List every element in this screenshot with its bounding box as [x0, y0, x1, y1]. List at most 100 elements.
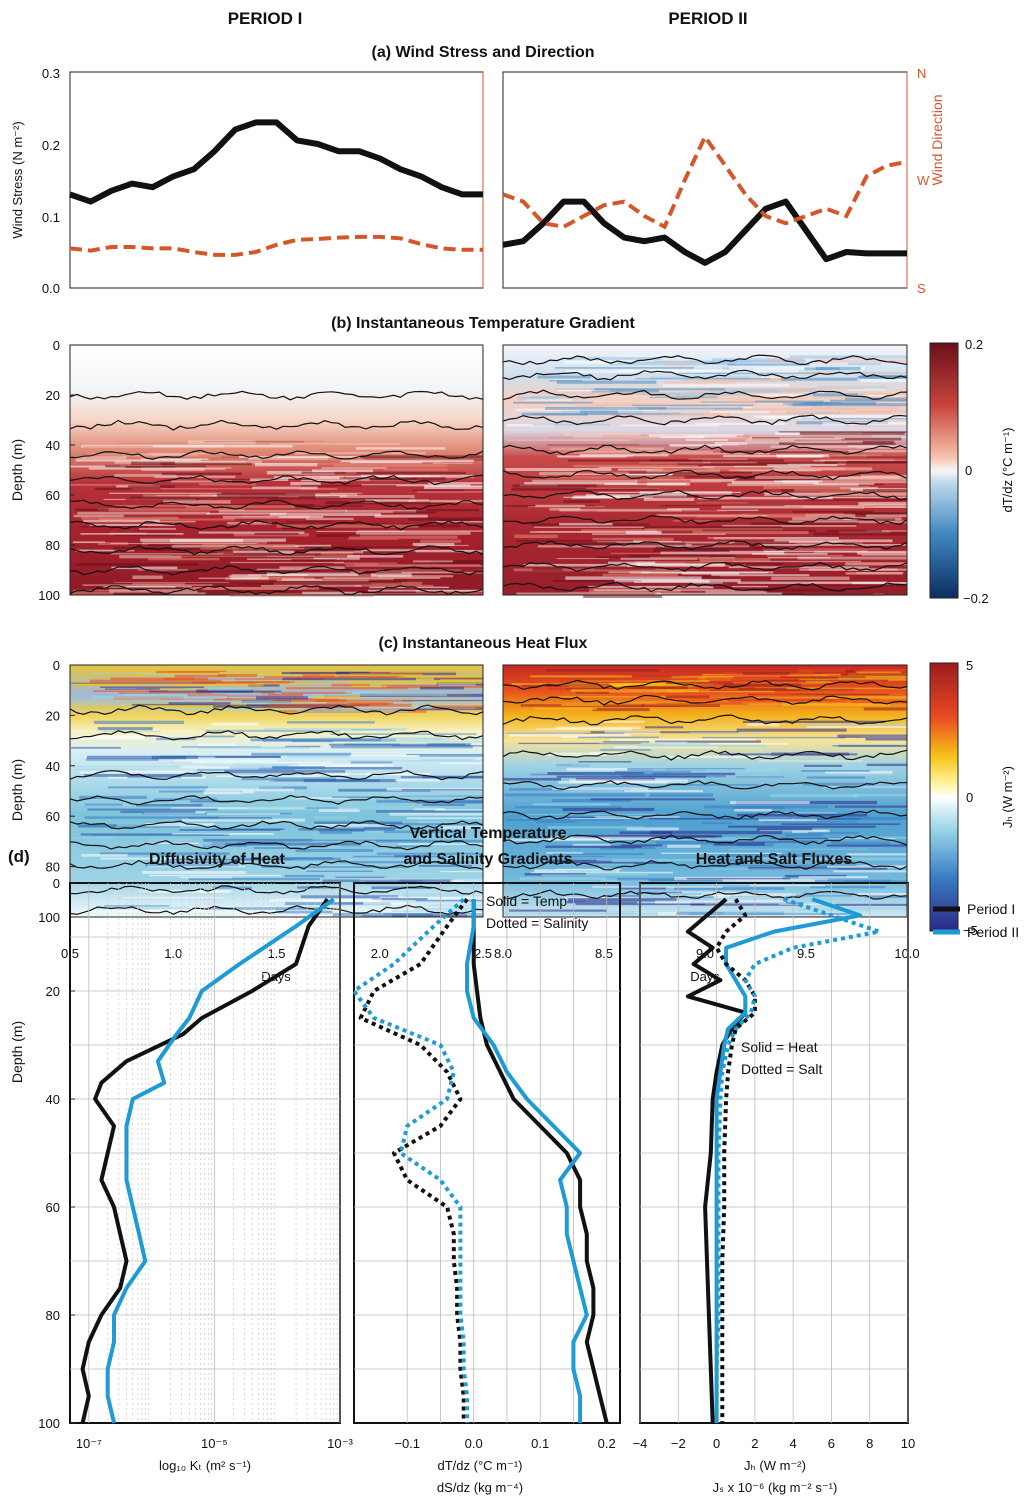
field-texture — [602, 573, 678, 577]
field-texture — [592, 537, 674, 541]
field-texture — [848, 362, 881, 366]
field-texture — [582, 772, 668, 776]
depth-tick: 0 — [53, 338, 60, 353]
field-texture — [401, 789, 483, 791]
field-texture — [672, 689, 730, 691]
field-texture — [72, 541, 106, 544]
field-texture — [417, 821, 462, 824]
depth-tick: 100 — [38, 910, 60, 925]
field-texture — [564, 433, 641, 436]
field-texture — [250, 738, 382, 742]
field-texture — [655, 841, 732, 845]
field-texture — [717, 509, 759, 511]
field-texture — [770, 445, 879, 449]
field-texture — [585, 394, 663, 397]
field-texture — [171, 480, 233, 483]
field-texture — [250, 478, 289, 481]
field-texture — [858, 502, 907, 506]
isotherm-line — [502, 489, 908, 501]
field-texture — [561, 703, 642, 706]
field-texture — [522, 817, 580, 819]
field-texture — [562, 807, 655, 812]
field-texture — [170, 682, 215, 686]
field-texture — [545, 859, 612, 863]
field-texture — [237, 549, 355, 552]
field-texture — [532, 479, 638, 483]
field-texture — [397, 676, 483, 678]
field-texture — [729, 366, 865, 370]
field-texture — [648, 818, 793, 820]
field-texture — [432, 462, 473, 464]
field-texture — [837, 676, 907, 680]
field-texture — [571, 496, 620, 499]
field-texture — [720, 697, 851, 699]
field-texture — [667, 844, 701, 848]
field-texture — [793, 488, 907, 492]
field-texture — [329, 497, 411, 500]
field-texture — [845, 774, 907, 776]
depth-tick: 40 — [46, 1092, 60, 1107]
field-texture — [291, 559, 338, 562]
field-texture — [299, 488, 338, 490]
field-texture — [577, 910, 641, 912]
field-texture — [508, 909, 607, 912]
field-texture — [508, 733, 632, 737]
d3-xlabel-1: Jₕ (W m⁻²) — [744, 1458, 806, 1473]
field-texture — [801, 723, 907, 726]
field-texture — [395, 778, 442, 782]
d1-xtick: 10⁻⁷ — [76, 1436, 102, 1451]
field-texture — [650, 830, 783, 835]
field-texture — [306, 517, 354, 520]
field-texture — [442, 825, 483, 829]
field-texture — [787, 404, 823, 406]
field-texture — [70, 484, 155, 486]
field-texture — [140, 538, 286, 542]
field-texture — [552, 787, 649, 791]
field-texture — [315, 699, 413, 702]
field-texture — [424, 485, 483, 488]
field-texture — [719, 854, 829, 857]
field-texture — [815, 366, 861, 371]
depth-tick: 100 — [38, 1416, 60, 1431]
field-texture — [711, 864, 857, 866]
isotherm-line — [502, 749, 908, 761]
panel-a-dir-ticks: N W S — [917, 66, 930, 296]
isotherm-line — [69, 885, 484, 895]
field-texture — [532, 423, 610, 426]
field-texture — [660, 852, 782, 854]
field-texture — [862, 669, 907, 672]
period2-header: PERIOD II — [668, 9, 747, 28]
field-texture — [585, 494, 688, 497]
field-texture — [420, 539, 461, 543]
field-texture — [599, 742, 710, 745]
field-texture — [355, 531, 471, 535]
dir-tick-w: W — [917, 173, 930, 188]
field-texture — [524, 482, 638, 485]
field-texture — [782, 703, 890, 707]
field-texture — [654, 468, 721, 471]
field-texture — [354, 584, 434, 587]
field-texture — [174, 759, 277, 762]
field-texture — [660, 755, 766, 759]
dir-tick-s: S — [917, 281, 926, 296]
d3-note-1: Solid = Heat — [741, 1039, 818, 1055]
field-texture — [556, 380, 657, 384]
field-texture — [192, 587, 307, 590]
field-texture — [747, 442, 896, 445]
field-texture — [375, 839, 483, 843]
field-texture — [723, 896, 872, 900]
field-texture — [188, 877, 321, 881]
panel-d: (d) Diffusivity of Heat Vertical Tempera… — [8, 825, 1019, 1495]
field-texture — [259, 766, 403, 770]
field-texture — [667, 508, 700, 511]
isotherm-line — [69, 419, 484, 431]
d2-xtick: 0.2 — [598, 1436, 616, 1451]
field-texture — [658, 692, 759, 695]
field-texture — [107, 786, 209, 789]
field-texture — [604, 894, 640, 899]
field-texture — [655, 546, 783, 550]
field-texture — [222, 515, 310, 519]
field-texture — [856, 671, 901, 674]
field-texture — [337, 671, 370, 674]
field-texture — [367, 823, 483, 826]
